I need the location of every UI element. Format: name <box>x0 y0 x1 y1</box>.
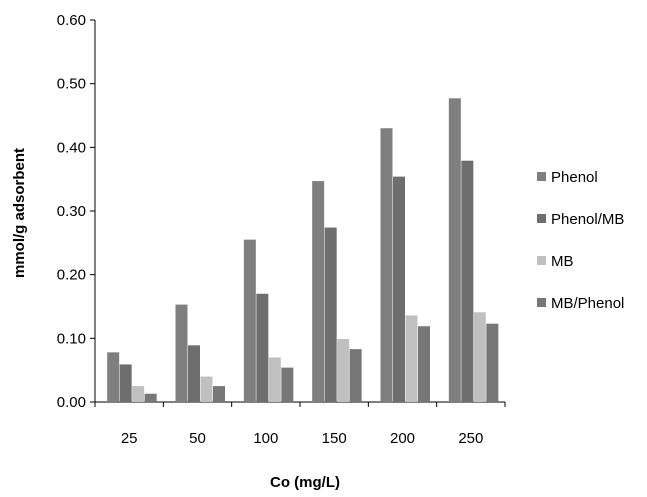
x-tick-label: 100 <box>253 430 278 447</box>
x-tick-label: 150 <box>322 430 347 447</box>
bar-mb-phenol-25 <box>144 393 157 402</box>
y-tick-label: 0.50 <box>57 76 86 93</box>
legend-label: MB <box>551 253 574 270</box>
bar-phenol-mb-200 <box>393 176 405 402</box>
legend-label: Phenol/MB <box>551 211 624 228</box>
bars <box>107 98 499 402</box>
bar-mb-150 <box>337 338 350 402</box>
x-axis: 25 50 100 150 200 250 <box>94 401 506 447</box>
legend-swatch <box>537 256 546 265</box>
legend-swatch <box>537 298 546 307</box>
y-axis-title: mmol/g adsorbent <box>11 148 28 278</box>
bar-phenol-100 <box>243 239 256 402</box>
bar-mb-phenol-50 <box>213 386 225 402</box>
bar-phenol-250 <box>448 98 461 402</box>
y-tick-label: 0.30 <box>57 203 86 220</box>
x-tick-label: 200 <box>390 430 415 447</box>
bar-mb-50 <box>200 376 213 402</box>
legend-swatch <box>537 172 546 181</box>
bar-phenol-200 <box>380 128 393 402</box>
bar-mb-200 <box>405 315 418 402</box>
bar-mb-100 <box>268 357 281 402</box>
legend-label: Phenol <box>551 169 598 186</box>
y-tick-label: 0.10 <box>57 330 86 347</box>
x-tick-label: 250 <box>458 430 483 447</box>
y-tick-label: 0.00 <box>57 394 86 411</box>
bar-phenol-50 <box>175 304 188 402</box>
bar-mb-phenol-200 <box>418 326 430 402</box>
bar-phenol-25 <box>107 352 120 402</box>
bar-mb-25 <box>132 386 145 402</box>
y-tick-label: 0.60 <box>57 12 86 29</box>
legend-label: MB/Phenol <box>551 295 624 312</box>
y-axis: 0.00 0.10 0.20 0.30 0.40 0.50 0.60 <box>57 12 96 411</box>
bar-phenol-mb-100 <box>256 293 269 402</box>
y-tick-label: 0.20 <box>57 267 86 284</box>
x-tick-label: 50 <box>189 430 206 447</box>
x-axis-title: Co (mg/L) <box>270 474 340 491</box>
bar-phenol-mb-150 <box>324 227 337 402</box>
bar-phenol-150 <box>312 181 325 402</box>
bar-phenol-mb-50 <box>188 345 200 402</box>
bar-phenol-mb-250 <box>461 160 474 402</box>
bar-phenol-mb-25 <box>119 364 132 402</box>
bar-mb-phenol-100 <box>281 367 294 402</box>
bar-mb-phenol-250 <box>486 323 499 402</box>
bar-mb-250 <box>473 312 486 402</box>
x-tick-label: 25 <box>121 430 138 447</box>
bar-mb-phenol-150 <box>349 349 362 402</box>
legend: Phenol Phenol/MB MB MB/Phenol <box>537 169 624 312</box>
y-tick-label: 0.40 <box>57 139 86 156</box>
legend-swatch <box>537 214 546 223</box>
